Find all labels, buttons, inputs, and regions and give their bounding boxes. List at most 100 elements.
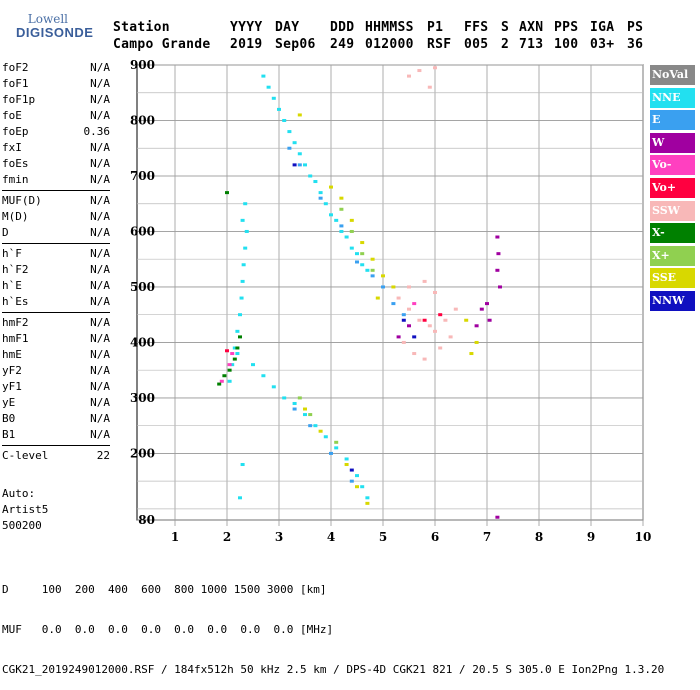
trace-point-w xyxy=(495,515,500,519)
trace-point-nne xyxy=(261,374,266,378)
polarization-legend: NoVal NNE E W Vo- Vo+ SSW X- X+ SSE NNW xyxy=(650,65,695,314)
trace-point-vo- xyxy=(225,349,229,353)
param-name: foEp xyxy=(2,125,29,138)
auto-version: 500200 xyxy=(2,519,42,532)
trace-point-nne xyxy=(365,268,370,272)
trace-point-nne xyxy=(303,163,307,167)
header-ffs: 005 xyxy=(464,37,489,52)
param-name: h`E xyxy=(2,279,22,292)
param-row: D N/A xyxy=(2,225,110,241)
param-value: N/A xyxy=(90,316,110,329)
header-ddd: 249 xyxy=(330,37,355,52)
trace-point-ssw xyxy=(427,324,432,328)
param-name: foF1 xyxy=(2,77,29,90)
header-axn-label: AXN xyxy=(519,20,544,35)
header-pps: 100 xyxy=(554,37,579,52)
trace-point-e xyxy=(308,424,313,428)
y-tick-label: 200 xyxy=(130,446,155,460)
trace-point-ssw xyxy=(407,74,411,78)
trace-point-nne xyxy=(313,180,318,184)
param-name: D xyxy=(2,226,9,239)
param-row: foF1 N/A xyxy=(2,76,110,92)
trace-point-nne xyxy=(355,252,359,256)
param-value: N/A xyxy=(90,141,110,154)
trace-point-ssw xyxy=(407,285,411,289)
trace-point-w xyxy=(487,318,492,322)
trace-point-ssw xyxy=(396,296,401,300)
param-row: M(D) N/A xyxy=(2,209,110,225)
param-name: yE xyxy=(2,396,16,409)
trace-point-nne xyxy=(243,246,248,250)
param-name: MUF(D) xyxy=(2,194,42,207)
trace-point-nne xyxy=(239,296,244,300)
ionogram-plot: 1 2 3 4 5 6 7 8 9 10 80 200 300 400 500 600 700 800 900 xyxy=(130,58,651,544)
logo-line-2: DIGISONDE xyxy=(16,25,94,40)
trace-point-nne xyxy=(230,363,235,367)
trace-point-nnw xyxy=(349,468,354,472)
footer-d-row: D 100 200 400 600 800 1000 1500 3000 [km… xyxy=(2,583,327,596)
trace-point-nne xyxy=(240,463,245,467)
trace-point-w xyxy=(479,307,484,311)
header-day: Sep06 xyxy=(275,37,316,52)
header-day-label: DAY xyxy=(275,20,300,35)
trace-point-e xyxy=(349,479,354,483)
header-iga-label: IGA xyxy=(590,20,615,35)
legend-e: E xyxy=(650,110,695,131)
y-tick-label: 80 xyxy=(138,513,155,527)
param-row: fmin N/A xyxy=(2,172,110,188)
legend-vo-: Vo- xyxy=(650,155,695,176)
trace-point-ssw xyxy=(407,307,411,311)
param-row: foEp 0.36 xyxy=(2,124,110,140)
param-row: C-level 22 xyxy=(2,448,110,464)
trace-point-e xyxy=(297,163,302,167)
param-value: N/A xyxy=(90,77,110,90)
trace-point-nne xyxy=(365,496,370,500)
trace-point-sse xyxy=(391,285,396,289)
param-separator xyxy=(2,445,110,446)
trace-point-nne xyxy=(271,385,276,389)
param-value: 22 xyxy=(96,449,110,462)
trace-point-nne xyxy=(334,446,339,450)
trace-point-nne xyxy=(292,401,297,405)
trace-point-nne xyxy=(240,218,245,222)
trace-point-sse xyxy=(355,485,359,489)
header-ffs-label: FFS xyxy=(464,20,489,35)
header-ps-label: PS xyxy=(627,20,644,35)
param-name: h`F xyxy=(2,247,22,260)
param-separator xyxy=(2,190,110,191)
y-tick-label: 800 xyxy=(130,113,155,127)
header-hhmmss-label: HHMMSS xyxy=(365,20,414,35)
param-row: foF2 N/A xyxy=(2,60,110,76)
trace-point-e xyxy=(292,407,297,411)
param-name: M(D) xyxy=(2,210,29,223)
trace-point-sse xyxy=(318,429,323,433)
x-tick-label: 4 xyxy=(327,530,335,544)
trace-point-nne xyxy=(323,202,328,206)
trace-point-vo- xyxy=(438,313,443,317)
trace-point-sse xyxy=(339,196,344,200)
trace-point-vo- xyxy=(227,363,232,367)
x-tick-label: 3 xyxy=(275,530,283,544)
trace-point-sse xyxy=(381,274,385,278)
x-tick-label: 7 xyxy=(483,530,491,544)
trace-point-w xyxy=(495,235,500,239)
auto-scaling-info: Auto: Artist5 500200 xyxy=(2,486,48,534)
header-station-label: Station xyxy=(113,20,170,35)
trace-point-e xyxy=(318,196,323,200)
trace-point-w xyxy=(407,324,411,328)
logo-line-1: Lowell xyxy=(27,12,68,26)
trace-point-nnw xyxy=(412,335,417,339)
legend-ssw: SSW xyxy=(650,200,695,221)
legend-noval: NoVal xyxy=(650,65,695,85)
trace-point-sse xyxy=(365,501,370,505)
param-value: N/A xyxy=(90,364,110,377)
trace-point-ssw xyxy=(453,307,458,311)
trace-point-nne xyxy=(344,457,349,461)
trace-point-ssw xyxy=(422,357,427,361)
trace-point-nne xyxy=(344,235,349,239)
param-value: N/A xyxy=(90,93,110,106)
trace-point-sse xyxy=(344,463,349,467)
param-value: N/A xyxy=(90,247,110,260)
param-row: h`E N/A xyxy=(2,278,110,294)
trace-point-nne xyxy=(329,213,333,217)
